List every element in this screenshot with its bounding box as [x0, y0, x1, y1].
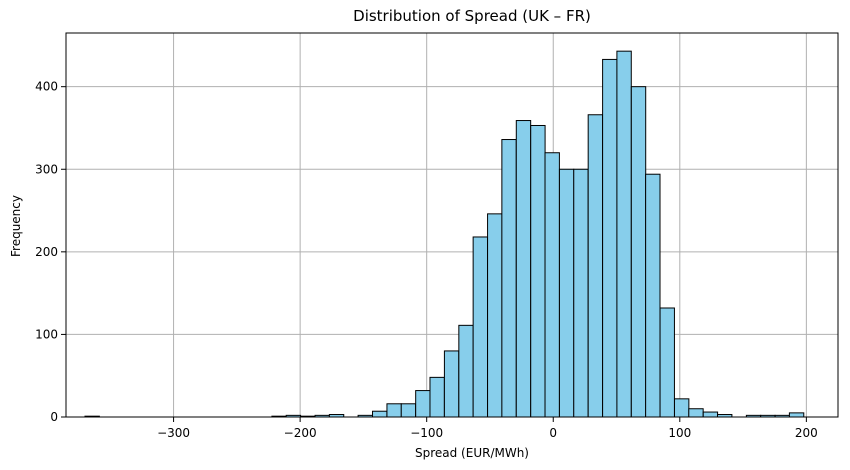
- histogram-bar: [501, 139, 517, 418]
- histogram-bar: [415, 390, 431, 418]
- y-tick-label: 200: [35, 245, 58, 259]
- histogram-bar: [630, 86, 647, 418]
- y-tick-label: 300: [35, 162, 58, 176]
- x-tick-label: −200: [284, 426, 317, 440]
- histogram-bar: [702, 411, 719, 418]
- histogram-bar: [645, 173, 661, 418]
- x-tick-label: −300: [157, 426, 190, 440]
- histogram-bar: [472, 236, 489, 418]
- x-tick-label: 200: [795, 426, 818, 440]
- histogram-bar: [458, 324, 474, 418]
- histogram-bar: [573, 168, 589, 418]
- x-axis-label: Spread (EUR/MWh): [415, 446, 529, 460]
- plot-frame: [65, 32, 839, 418]
- histogram-bar: [443, 350, 460, 418]
- bars-layer: [84, 50, 805, 418]
- y-tick-label: 0: [50, 410, 58, 424]
- histogram-bar: [788, 412, 805, 418]
- histogram-bar: [400, 403, 417, 418]
- x-tick-label: 0: [549, 426, 557, 440]
- axes-layer: [65, 32, 839, 418]
- histogram-bar: [616, 50, 632, 418]
- histogram-bar: [487, 213, 503, 418]
- chart-title: Distribution of Spread (UK – FR): [353, 7, 591, 25]
- x-tick-label: −100: [410, 426, 443, 440]
- histogram-bar: [372, 410, 388, 418]
- x-tick-label: 100: [668, 426, 691, 440]
- histogram-bar: [558, 168, 575, 418]
- histogram-bar: [429, 376, 445, 418]
- histogram-bar: [515, 120, 532, 418]
- ticks-layer: −300 −200 −100 0 100 200 0 100 200 300 400: [35, 80, 818, 440]
- histogram-bar: [530, 124, 546, 418]
- histogram-bar: [544, 152, 560, 418]
- histogram-bar: [587, 114, 604, 418]
- y-axis-label: Frequency: [9, 195, 23, 257]
- histogram-bar: [659, 307, 675, 418]
- y-tick-label: 400: [35, 80, 58, 94]
- y-tick-label: 100: [35, 327, 58, 341]
- histogram-bar: [673, 398, 690, 418]
- histogram-bar: [602, 58, 618, 418]
- histogram-bar: [386, 403, 402, 418]
- histogram-bar: [688, 408, 704, 418]
